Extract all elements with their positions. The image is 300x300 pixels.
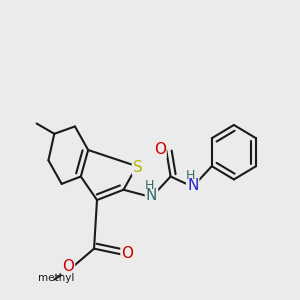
Text: S: S xyxy=(133,160,142,175)
Text: H: H xyxy=(186,169,195,182)
Text: methyl: methyl xyxy=(38,273,74,283)
Text: O: O xyxy=(154,142,166,158)
Text: O: O xyxy=(62,259,74,274)
Text: H: H xyxy=(144,179,154,192)
Text: N: N xyxy=(187,178,198,193)
Text: O: O xyxy=(121,246,133,261)
Text: N: N xyxy=(146,188,157,203)
